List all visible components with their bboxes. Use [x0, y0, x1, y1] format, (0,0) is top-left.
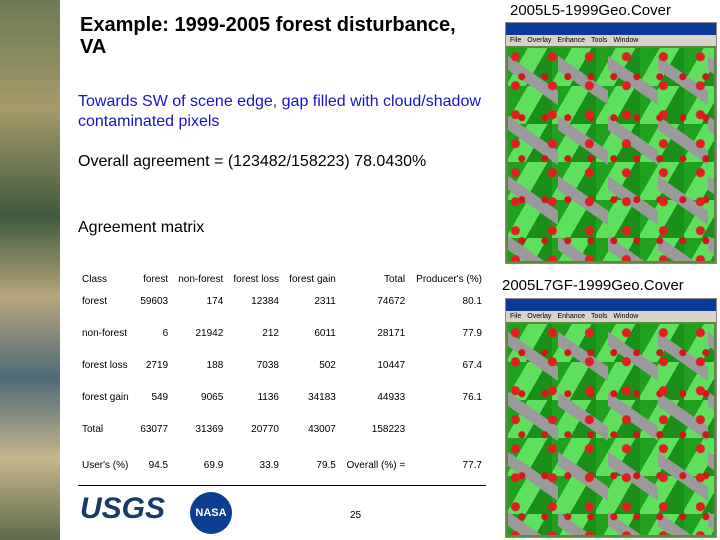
panel-label: 2005L5-1999Geo.Cover: [510, 2, 671, 19]
table-cell: 12384: [251, 295, 279, 307]
table-row: non-forest 6 21942 212 6011 28171 77.9: [78, 317, 486, 349]
table-cell: 174: [206, 295, 224, 307]
table-cell: 31369: [195, 423, 224, 435]
table-row: forest loss 2719 188 7038 502 10447 67.4: [78, 349, 486, 381]
title-bar: [506, 299, 716, 311]
table-row: Total 63077 31369 20770 43007 158223: [78, 413, 486, 445]
table-cell: 6011: [314, 327, 336, 339]
menu-item: File: [510, 313, 522, 320]
table-cell: 69.9: [172, 445, 228, 486]
table-cell: 20770: [251, 423, 279, 435]
table-cell: 94.5: [134, 445, 173, 486]
table-cell: 10447: [377, 359, 406, 371]
table-cell: 79.5: [282, 445, 340, 486]
table-cell: Overall (%) =: [339, 445, 410, 486]
satellite-strip: [0, 0, 60, 540]
table-cell: 212: [262, 327, 279, 339]
header-cell: Total: [384, 274, 406, 285]
table-row: forest 59603 174 12384 2311 74672 80.1: [78, 285, 486, 317]
table-row: User's (%) 94.5 69.9 33.9 79.5 Overall (%) = 7…: [78, 445, 486, 486]
header-cell: non-forest: [178, 274, 224, 285]
menu-item: Enhance: [557, 313, 586, 320]
table-cell: 158223: [371, 423, 406, 435]
header-cell: forest: [143, 274, 169, 285]
classified-image: [508, 324, 714, 535]
table-cell: 77.9: [462, 327, 482, 339]
menu-item: Enhance: [557, 37, 586, 44]
table-cell: 502: [319, 359, 336, 371]
table-cell: 33.9: [227, 445, 283, 486]
header-cell: Class: [82, 274, 108, 285]
table-cell: 549: [151, 391, 169, 403]
slide-title: Example: 1999-2005 forest disturbance, V…: [80, 14, 456, 58]
table-cell: forest: [82, 295, 108, 307]
table-cell: 2311: [314, 295, 336, 307]
menu-item: File: [510, 37, 522, 44]
table-cell: 9065: [201, 391, 224, 403]
table-cell: 6: [162, 327, 169, 339]
table-cell: 77.7: [409, 445, 486, 486]
header-row: Class forest non-forest forest loss forest g…: [78, 245, 486, 285]
table-cell: 188: [206, 359, 224, 371]
table-cell: Total: [82, 423, 104, 435]
table-cell: 34183: [308, 391, 336, 403]
header-cell: Producer's (%): [416, 274, 482, 285]
menu-item: Window: [613, 313, 639, 320]
table-cell: 7038: [256, 359, 279, 371]
menu-item: Tools: [591, 37, 608, 44]
table-cell: 67.4: [462, 359, 482, 371]
header-cell: forest gain: [289, 274, 336, 285]
table-cell: 43007: [308, 423, 336, 435]
table-cell: forest gain: [82, 391, 129, 403]
bullet: Overall agreement = (123482/158223) 78.0…: [78, 153, 427, 170]
header-cell: forest loss: [233, 274, 279, 285]
table-cell: 59603: [140, 295, 169, 307]
table-cell: 1136: [257, 391, 279, 403]
menu-item: Window: [613, 37, 639, 44]
table-cell: 76.1: [462, 391, 482, 403]
menu-bar: File Overlay Enhance Tools Window: [506, 35, 716, 46]
table-cell: 2719: [145, 359, 169, 371]
bullet: Agreement matrix: [78, 219, 205, 236]
menu-bar: File Overlay Enhance Tools Window: [506, 311, 716, 322]
agreement-matrix: Class forest non-forest forest loss forest g…: [78, 245, 486, 486]
menu-item: Tools: [591, 313, 608, 320]
table-cell: 74672: [377, 295, 406, 307]
classified-image: [508, 48, 714, 261]
table-cell: forest loss: [82, 359, 128, 371]
image-window: File Overlay Enhance Tools Window: [505, 298, 717, 538]
panel-label: 2005L7GF-1999Geo.Cover: [502, 277, 684, 294]
menu-item: Overlay: [527, 313, 552, 320]
title-bar: [506, 23, 716, 35]
table-cell: 80.1: [462, 295, 482, 307]
table-cell: 63077: [140, 423, 169, 435]
bullet: Towards SW of scene edge, gap filled wit…: [78, 93, 481, 130]
table-cell: non-forest: [82, 327, 128, 339]
image-window: File Overlay Enhance Tools Window: [505, 22, 717, 264]
table-cell: 44933: [377, 391, 406, 403]
table-cell: User's (%): [78, 445, 135, 486]
table-cell: 21942: [195, 327, 224, 339]
page-number: 25: [350, 510, 362, 521]
table-row: forest gain 549 9065 1136 34183 44933 76.1: [78, 381, 486, 413]
table-cell: 28171: [377, 327, 406, 339]
menu-item: Overlay: [527, 37, 552, 44]
logo: NASA: [190, 492, 232, 534]
logo: USGS: [80, 492, 166, 525]
